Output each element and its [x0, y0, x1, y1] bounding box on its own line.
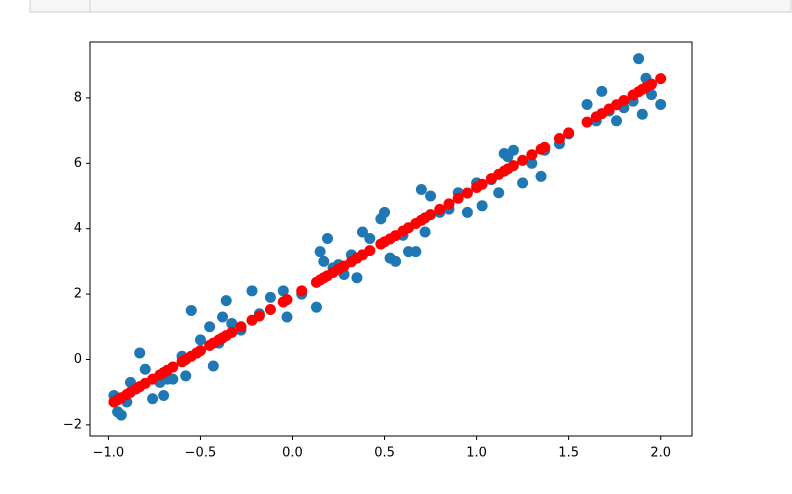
- point: [296, 285, 308, 297]
- point: [553, 132, 565, 144]
- point: [158, 389, 170, 401]
- point: [476, 178, 488, 190]
- point: [390, 255, 402, 267]
- point: [581, 98, 593, 110]
- chart: −1.0 −0.5 0.0 0.5 1.0 1.5 2.0 −2 0 2 4 6 8: [63, 41, 693, 461]
- point: [207, 360, 219, 372]
- point: [264, 291, 276, 303]
- point: [264, 303, 276, 315]
- point: [379, 206, 391, 218]
- point: [419, 226, 431, 238]
- point: [277, 285, 289, 297]
- point: [645, 78, 657, 90]
- y-tick-label: 0: [74, 352, 82, 367]
- point: [364, 233, 376, 245]
- x-tick-label: 0.5: [374, 446, 395, 461]
- point: [507, 144, 519, 156]
- point: [461, 206, 473, 218]
- point: [443, 198, 455, 210]
- point: [356, 226, 368, 238]
- point: [493, 187, 505, 199]
- point: [310, 301, 322, 313]
- x-tick-label: −0.5: [185, 446, 217, 461]
- point: [281, 311, 293, 323]
- point: [636, 108, 648, 120]
- x-tick-label: 1.5: [558, 446, 579, 461]
- point: [167, 373, 179, 385]
- x-tick-label: 2.0: [650, 446, 671, 461]
- point: [581, 116, 593, 128]
- point: [167, 361, 179, 373]
- point: [226, 326, 238, 338]
- point: [253, 310, 265, 322]
- point: [115, 409, 127, 421]
- point: [235, 321, 247, 333]
- point: [526, 157, 538, 169]
- point: [364, 245, 376, 257]
- point: [351, 272, 363, 284]
- point: [217, 311, 229, 323]
- point: [517, 154, 529, 166]
- point: [314, 246, 326, 258]
- point: [204, 321, 216, 333]
- point: [220, 295, 232, 307]
- point: [410, 246, 422, 258]
- point: [476, 200, 488, 212]
- point: [655, 98, 667, 110]
- x-tick-label: 1.0: [466, 446, 487, 461]
- point: [281, 294, 293, 306]
- point: [633, 53, 645, 65]
- point: [139, 363, 151, 375]
- point: [318, 255, 330, 267]
- point: [180, 370, 192, 382]
- point: [147, 393, 159, 405]
- input-cell: [29, 0, 792, 13]
- point: [655, 73, 667, 85]
- point: [461, 187, 473, 199]
- plot-frame: [89, 41, 693, 437]
- point: [517, 177, 529, 189]
- point: [618, 95, 630, 107]
- point: [246, 285, 258, 297]
- point: [321, 233, 333, 245]
- point: [539, 141, 551, 153]
- y-tick-label: 8: [74, 90, 82, 105]
- y-tick-label: 4: [74, 221, 82, 236]
- y-tick-label: −2: [63, 417, 82, 432]
- point: [526, 149, 538, 161]
- point: [226, 318, 238, 330]
- point: [611, 115, 623, 127]
- point: [425, 190, 437, 202]
- point: [425, 209, 437, 221]
- point: [507, 160, 519, 172]
- point: [194, 334, 206, 346]
- point: [185, 304, 197, 316]
- point: [535, 170, 547, 182]
- point: [415, 183, 427, 195]
- x-tick-label: −1.0: [93, 446, 125, 461]
- point: [434, 203, 446, 215]
- point: [596, 85, 608, 97]
- y-tick-label: 2: [74, 287, 82, 302]
- point: [563, 127, 575, 139]
- point: [194, 345, 206, 357]
- y-tick-label: 6: [74, 156, 82, 171]
- point: [134, 347, 146, 359]
- point: [452, 192, 464, 204]
- x-tick-label: 0.0: [282, 446, 303, 461]
